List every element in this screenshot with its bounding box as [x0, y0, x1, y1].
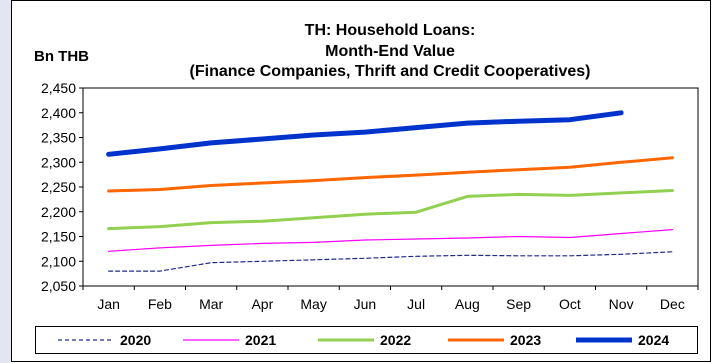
y-tick-label: 2,400: [41, 105, 76, 121]
x-tick-label: Sep: [506, 296, 531, 312]
legend-label-2021: 2021: [245, 332, 277, 348]
x-tick-label: Jun: [354, 296, 377, 312]
x-tick-label: Nov: [609, 296, 634, 312]
series-line-2021: [107, 229, 674, 252]
y-tick-label: 2,200: [41, 204, 76, 220]
chart-title-line-2: Month-End Value: [325, 43, 455, 60]
legend-swatch-2021: [183, 339, 239, 341]
legend-item-2021: 2021: [181, 331, 291, 349]
legend-item-2024: 2024: [574, 331, 694, 349]
legend-label-2020: 2020: [120, 332, 152, 348]
chart-title-line-3: (Finance Companies, Thrift and Credit Co…: [189, 63, 591, 80]
y-tick-label: 2,350: [41, 130, 76, 146]
series-line-2022: [107, 189, 674, 231]
x-tick-label: Aug: [455, 296, 480, 312]
series-line-2020: [107, 251, 674, 272]
y-tick-label: 2,150: [41, 229, 76, 245]
x-tick-label: May: [300, 296, 326, 312]
legend-swatch-2024: [576, 337, 632, 343]
legend: 2020 2021 2022 2023 2024: [35, 326, 698, 354]
chart-title-line-1: TH: Household Loans:: [304, 22, 476, 39]
series-line-2024: [106, 110, 624, 157]
legend-item-2022: 2022: [316, 331, 426, 349]
legend-item-2023: 2023: [446, 331, 556, 349]
series-line-2023: [107, 156, 674, 193]
legend-label-2024: 2024: [638, 332, 670, 348]
x-tick-label: Dec: [660, 296, 685, 312]
y-tick-label: 2,250: [41, 179, 76, 195]
legend-swatch-2020: [58, 339, 114, 341]
x-tick-label: Jan: [97, 296, 120, 312]
x-tick-label: Jul: [407, 296, 425, 312]
x-tick-label: Apr: [251, 296, 273, 312]
chart-frame: [11, 0, 711, 362]
x-tick-label: Oct: [559, 296, 581, 312]
legend-item-2020: 2020: [56, 331, 166, 349]
legend-swatch-2022: [318, 338, 374, 342]
y-tick-label: 2,450: [41, 80, 76, 96]
legend-swatch-2023: [448, 338, 504, 342]
y-axis-unit-label: Bn THB: [34, 48, 89, 65]
legend-label-2022: 2022: [380, 332, 412, 348]
legend-label-2023: 2023: [510, 332, 542, 348]
y-tick-label: 2,300: [41, 154, 76, 170]
left-edge-strip: [0, 0, 11, 363]
x-tick-label: Mar: [199, 296, 223, 312]
x-tick-label: Feb: [148, 296, 172, 312]
y-tick-label: 2,100: [41, 253, 76, 269]
y-tick-label: 2,050: [41, 278, 76, 294]
